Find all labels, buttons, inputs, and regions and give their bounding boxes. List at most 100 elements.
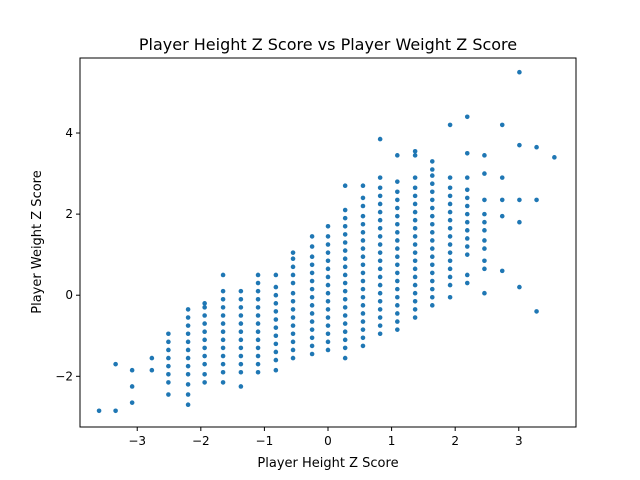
data-point bbox=[360, 183, 366, 189]
data-point bbox=[377, 282, 383, 288]
x-tick-label: 0 bbox=[324, 434, 332, 448]
data-point bbox=[220, 313, 226, 318]
data-point bbox=[149, 355, 155, 361]
data-point bbox=[412, 175, 418, 180]
y-axis: −2 0 2 4 bbox=[55, 126, 80, 383]
data-point bbox=[395, 189, 400, 195]
data-point bbox=[202, 305, 207, 310]
data-point bbox=[325, 282, 331, 288]
data-point bbox=[273, 317, 279, 322]
data-point bbox=[325, 266, 331, 272]
data-point bbox=[290, 256, 296, 262]
data-point bbox=[342, 288, 348, 294]
data-point bbox=[360, 335, 366, 341]
data-point bbox=[429, 159, 435, 164]
data-point bbox=[273, 284, 279, 290]
data-point bbox=[309, 327, 315, 332]
data-point bbox=[395, 278, 400, 284]
data-point bbox=[377, 290, 383, 296]
data-point bbox=[185, 355, 191, 361]
data-point bbox=[325, 299, 331, 304]
data-point bbox=[309, 254, 315, 259]
data-point bbox=[377, 226, 383, 231]
data-point bbox=[185, 363, 191, 369]
data-point bbox=[166, 363, 171, 369]
data-point bbox=[395, 294, 400, 300]
data-point bbox=[129, 400, 135, 405]
x-tick-label: −1 bbox=[256, 434, 274, 448]
data-point bbox=[309, 294, 315, 300]
data-point bbox=[482, 197, 487, 203]
data-point bbox=[499, 197, 505, 203]
data-point bbox=[325, 307, 331, 312]
data-point bbox=[377, 307, 383, 312]
data-point bbox=[113, 408, 118, 414]
data-point bbox=[412, 217, 418, 223]
data-point bbox=[166, 380, 171, 385]
x-tick-label: 1 bbox=[388, 434, 396, 448]
data-point bbox=[238, 329, 244, 335]
data-point bbox=[273, 292, 279, 298]
data-point bbox=[290, 315, 296, 320]
data-point bbox=[429, 278, 435, 284]
data-point bbox=[412, 234, 418, 239]
data-point bbox=[499, 268, 505, 274]
data-point bbox=[360, 327, 366, 332]
data-point bbox=[342, 256, 348, 262]
data-point bbox=[290, 355, 296, 361]
data-point bbox=[290, 323, 296, 328]
data-point bbox=[185, 323, 191, 328]
data-point bbox=[395, 327, 400, 332]
data-point bbox=[309, 303, 315, 308]
data-point bbox=[429, 173, 435, 178]
data-point bbox=[309, 262, 315, 268]
data-point bbox=[447, 122, 453, 128]
data-point bbox=[273, 309, 279, 314]
data-point bbox=[429, 197, 435, 203]
data-point bbox=[342, 355, 348, 361]
data-point bbox=[412, 258, 418, 264]
data-point bbox=[377, 258, 383, 264]
data-point bbox=[412, 226, 418, 231]
data-point bbox=[377, 234, 383, 239]
data-point bbox=[412, 282, 418, 288]
data-point bbox=[96, 408, 102, 414]
data-point bbox=[395, 221, 400, 227]
data-point bbox=[412, 153, 418, 158]
data-point bbox=[429, 270, 435, 276]
data-point bbox=[342, 215, 348, 221]
data-point bbox=[255, 321, 261, 326]
data-point bbox=[290, 307, 296, 312]
data-point bbox=[447, 274, 453, 280]
data-point bbox=[464, 272, 470, 278]
data-point bbox=[129, 384, 135, 389]
data-point bbox=[517, 197, 522, 203]
data-point bbox=[166, 339, 171, 345]
data-point bbox=[429, 213, 435, 219]
data-point bbox=[166, 355, 171, 361]
data-point bbox=[325, 242, 331, 247]
data-point bbox=[129, 367, 135, 373]
data-point bbox=[395, 254, 400, 259]
data-point bbox=[377, 274, 383, 280]
data-point bbox=[360, 203, 366, 209]
data-point bbox=[238, 369, 244, 375]
data-point bbox=[395, 262, 400, 268]
data-point bbox=[238, 305, 244, 310]
data-point bbox=[377, 299, 383, 304]
data-point bbox=[309, 244, 315, 249]
data-point bbox=[447, 209, 453, 215]
data-point bbox=[290, 299, 296, 304]
data-point bbox=[464, 175, 470, 180]
data-point bbox=[499, 122, 505, 128]
data-point bbox=[325, 347, 331, 353]
data-point bbox=[482, 219, 487, 225]
y-tick-label: −2 bbox=[55, 369, 73, 383]
data-point bbox=[429, 189, 435, 195]
data-point bbox=[342, 345, 348, 351]
data-point bbox=[395, 230, 400, 235]
data-point bbox=[202, 329, 207, 335]
data-point bbox=[412, 185, 418, 191]
data-point bbox=[309, 311, 315, 316]
data-point bbox=[412, 274, 418, 280]
